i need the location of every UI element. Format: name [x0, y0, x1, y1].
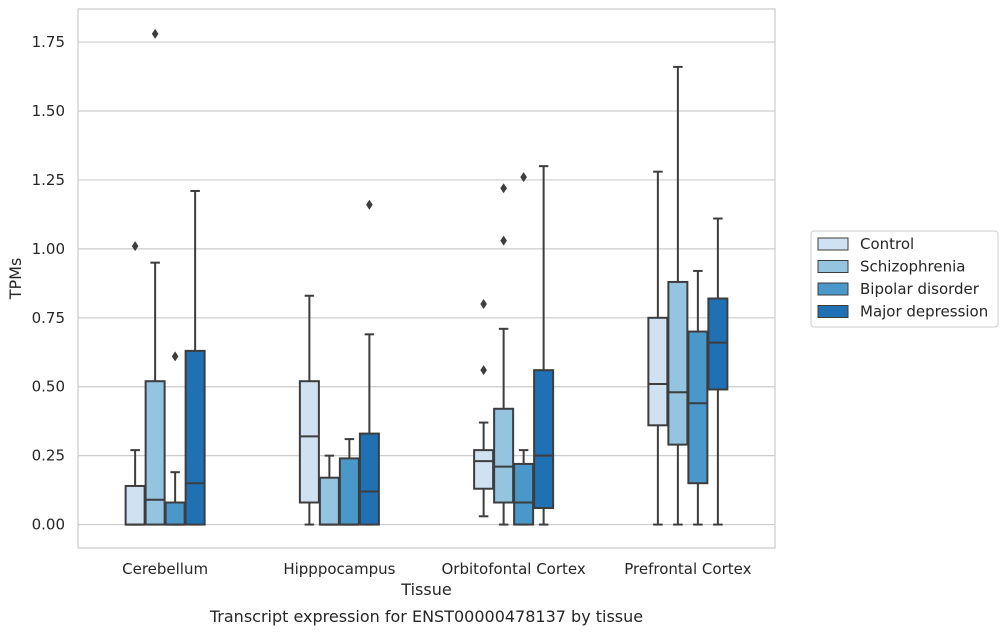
outlier-point: [171, 351, 179, 362]
iqr-box: [184, 349, 206, 526]
y-tick-labels: 0.00 0.25 0.50 0.75 1.00 1.25 1.50 1.75: [32, 33, 65, 533]
box-major-depression: [533, 165, 555, 526]
legend-label: Bipolar disorder: [860, 280, 980, 298]
iqr-box: [647, 316, 669, 427]
legend: Control Schizophrenia Bipolar disorder Majo…: [810, 230, 999, 328]
legend-swatch: [817, 305, 849, 318]
legend-swatch: [817, 282, 849, 296]
iqr-box: [338, 457, 360, 526]
iqr-box: [124, 484, 146, 526]
outlier-point: [500, 183, 507, 194]
legend-label: Control: [860, 235, 914, 253]
box-major-depression: [358, 199, 380, 526]
plot-background: [78, 9, 775, 548]
iqr-box: [164, 501, 186, 526]
box-control: [298, 294, 320, 526]
x-tick-label: Orbitofontal Cortex: [442, 560, 586, 578]
box-major-depression: [184, 189, 206, 526]
box-control: [473, 299, 495, 518]
legend-swatch: [817, 237, 849, 251]
box-control: [647, 170, 669, 526]
outlier-point: [151, 28, 159, 39]
iqr-box: [493, 407, 515, 504]
box-schizophrenia: [318, 454, 340, 526]
x-tick-label: Prefrontal Cortex: [624, 560, 751, 578]
x-tick-labels: Cerebellum Hipppocampus Orbitofontal Corte…: [122, 560, 751, 578]
iqr-box: [533, 369, 555, 510]
x-tick-label: Hipppocampus: [283, 560, 395, 578]
x-axis-title: Tissue: [400, 580, 451, 599]
y-tick-label: 0.75: [32, 309, 65, 327]
y-tick-label: 0.25: [32, 447, 65, 465]
x-tick-label: Cerebellum: [122, 560, 208, 578]
y-tick-label: 1.75: [32, 33, 65, 51]
box-schizophrenia: [144, 28, 166, 526]
plot-frame: [77, 8, 776, 549]
outlier-point: [131, 241, 139, 252]
outlier-point: [366, 199, 373, 210]
box-schizophrenia: [493, 183, 515, 526]
iqr-box: [144, 380, 166, 526]
iqr-box: [513, 462, 535, 526]
y-tick-label: 0.50: [32, 378, 65, 396]
y-tick-label: 1.00: [32, 240, 65, 258]
box-bipolar-disorder: [687, 269, 709, 526]
legend-frame: [810, 230, 999, 328]
iqr-box: [318, 476, 340, 526]
box-control: [124, 241, 146, 526]
legend-label: Major depression: [860, 303, 988, 321]
legend-label: Schizophrenia: [860, 258, 965, 276]
box-groups: [124, 28, 729, 526]
iqr-box: [667, 280, 689, 446]
outlier-point: [480, 365, 487, 376]
iqr-box: [473, 449, 495, 490]
legend-swatch: [817, 260, 849, 273]
outlier-point: [520, 172, 527, 183]
box-bipolar-disorder: [513, 172, 535, 526]
iqr-box: [687, 330, 709, 485]
iqr-box: [298, 380, 320, 504]
outlier-point: [500, 235, 507, 246]
y-tick-label: 1.25: [32, 171, 65, 189]
box-major-depression: [707, 217, 729, 526]
y-tick-label: 1.50: [32, 102, 65, 120]
y-tick-label: 0.00: [32, 516, 65, 534]
iqr-box: [707, 297, 729, 391]
outlier-point: [480, 299, 487, 310]
y-axis-title: TPMs: [6, 258, 25, 301]
iqr-box: [358, 432, 380, 526]
chart-caption: Transcript expression for ENST0000047813…: [209, 607, 643, 626]
